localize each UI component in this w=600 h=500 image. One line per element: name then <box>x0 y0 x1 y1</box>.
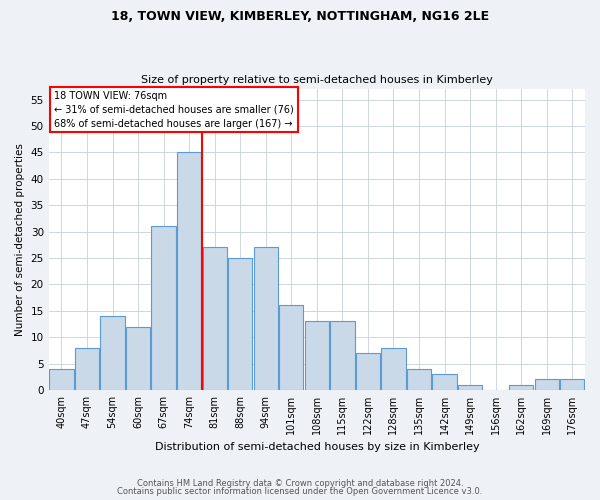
Bar <box>433 374 457 390</box>
Bar <box>177 152 201 390</box>
Bar <box>49 369 74 390</box>
Bar <box>560 380 584 390</box>
Bar <box>126 326 150 390</box>
Y-axis label: Number of semi-detached properties: Number of semi-detached properties <box>15 143 25 336</box>
Bar <box>458 384 482 390</box>
Bar <box>75 348 99 390</box>
X-axis label: Distribution of semi-detached houses by size in Kimberley: Distribution of semi-detached houses by … <box>155 442 479 452</box>
Bar <box>254 248 278 390</box>
Bar <box>100 316 125 390</box>
Bar <box>382 348 406 390</box>
Bar <box>509 384 533 390</box>
Bar <box>305 322 329 390</box>
Text: Contains HM Land Registry data © Crown copyright and database right 2024.: Contains HM Land Registry data © Crown c… <box>137 478 463 488</box>
Text: 18, TOWN VIEW, KIMBERLEY, NOTTINGHAM, NG16 2LE: 18, TOWN VIEW, KIMBERLEY, NOTTINGHAM, NG… <box>111 10 489 23</box>
Text: Contains public sector information licensed under the Open Government Licence v3: Contains public sector information licen… <box>118 487 482 496</box>
Bar <box>151 226 176 390</box>
Bar <box>535 380 559 390</box>
Bar <box>228 258 253 390</box>
Title: Size of property relative to semi-detached houses in Kimberley: Size of property relative to semi-detach… <box>141 76 493 86</box>
Bar <box>330 322 355 390</box>
Bar <box>203 248 227 390</box>
Bar <box>356 353 380 390</box>
Bar <box>279 306 304 390</box>
Text: 18 TOWN VIEW: 76sqm
← 31% of semi-detached houses are smaller (76)
68% of semi-d: 18 TOWN VIEW: 76sqm ← 31% of semi-detach… <box>54 90 294 128</box>
Bar <box>407 369 431 390</box>
